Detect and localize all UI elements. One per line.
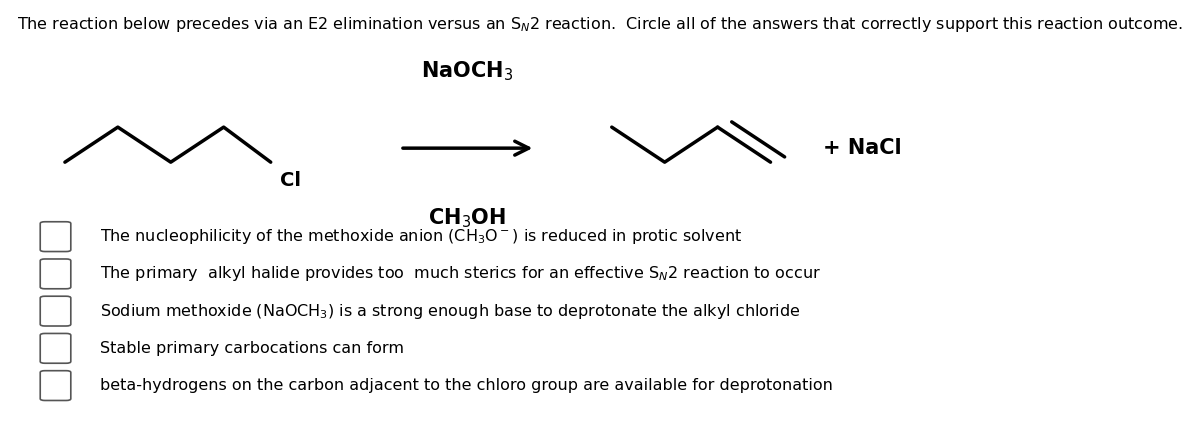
Text: CH$_3$OH: CH$_3$OH (428, 206, 506, 230)
FancyBboxPatch shape (41, 222, 71, 252)
Text: Sodium methoxide (NaOCH$_3$) is a strong enough base to deprotonate the alkyl ch: Sodium methoxide (NaOCH$_3$) is a strong… (101, 302, 800, 320)
FancyBboxPatch shape (41, 371, 71, 401)
FancyBboxPatch shape (41, 333, 71, 363)
FancyBboxPatch shape (41, 296, 71, 326)
Text: beta-hydrogens on the carbon adjacent to the chloro group are available for depr: beta-hydrogens on the carbon adjacent to… (101, 378, 833, 393)
FancyBboxPatch shape (41, 259, 71, 289)
Text: The primary  alkyl halide provides too  much sterics for an effective S$_N$2 rea: The primary alkyl halide provides too mu… (101, 264, 821, 283)
Text: The nucleophilicity of the methoxide anion (CH$_3$O$^-$) is reduced in protic so: The nucleophilicity of the methoxide ani… (101, 227, 743, 246)
Text: NaOCH$_3$: NaOCH$_3$ (421, 60, 514, 83)
Text: + NaCl: + NaCl (823, 138, 902, 158)
Text: Cl: Cl (280, 171, 301, 190)
Text: Stable primary carbocations can form: Stable primary carbocations can form (101, 341, 404, 356)
Text: The reaction below precedes via an E2 elimination versus an S$_N$2 reaction.  Ci: The reaction below precedes via an E2 el… (17, 16, 1183, 34)
